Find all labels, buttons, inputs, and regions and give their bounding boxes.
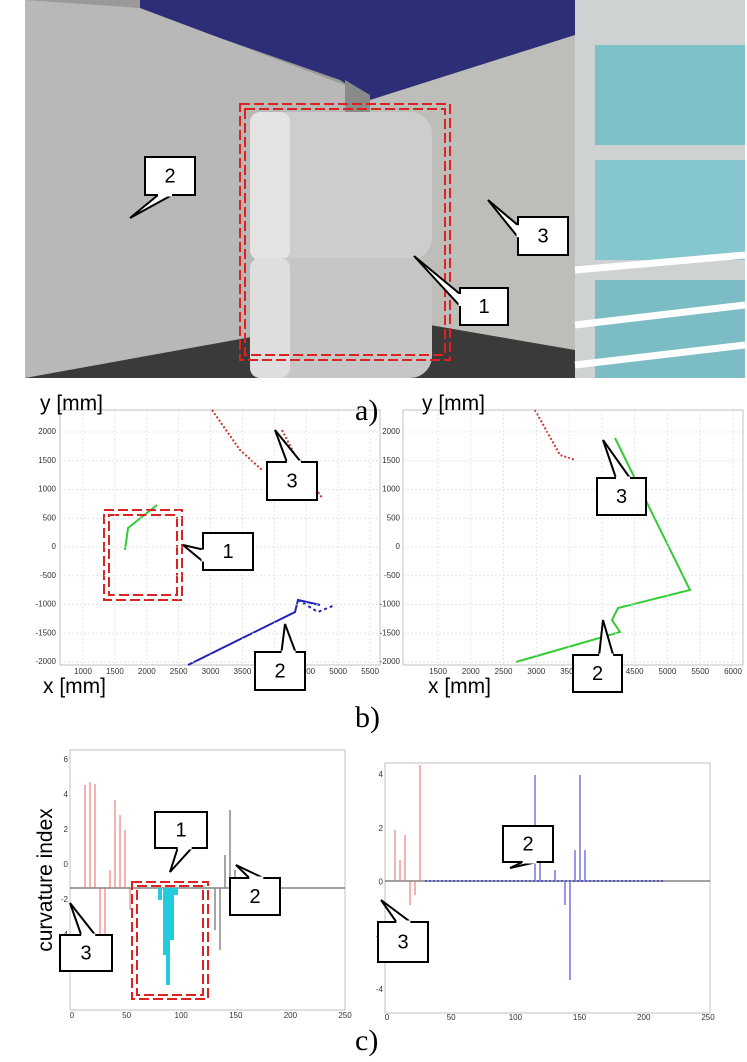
x-tick-label: 200 (637, 1013, 651, 1022)
callout-number: 3 (80, 942, 91, 964)
x-tick-label: 1500 (106, 667, 124, 676)
plot-c-right (385, 763, 710, 1013)
y-tick-label: 0 (396, 542, 401, 551)
y-tick-label: 500 (43, 513, 57, 522)
callout-number: 3 (397, 931, 408, 953)
x-tick-label: 1500 (429, 667, 447, 676)
x-tick-label: 5000 (329, 667, 347, 676)
x-tick-label: 0 (385, 1013, 390, 1022)
y-tick-label: -2 (61, 895, 69, 904)
x-tick-label: 2500 (170, 667, 188, 676)
y-tick-label: 500 (387, 513, 401, 522)
x-tick-label: 1000 (74, 667, 92, 676)
y-tick-label: -500 (384, 571, 401, 580)
scene-image (25, 0, 745, 378)
axis-label: y [mm] (40, 392, 103, 415)
x-tick-label: 200 (284, 1011, 298, 1020)
panel-label: a) (355, 394, 378, 427)
x-tick-label: 3000 (202, 667, 220, 676)
x-tick-label: 0 (70, 1011, 75, 1020)
x-tick-label: 5500 (691, 667, 709, 676)
x-tick-label: 2500 (495, 667, 513, 676)
y-tick-label: 0 (64, 860, 69, 869)
callout-number: 1 (175, 819, 186, 841)
y-tick-label: -4 (376, 985, 384, 994)
x-tick-label: 50 (447, 1013, 456, 1022)
y-tick-label: 1000 (38, 485, 56, 494)
y-tick-label: -2000 (380, 657, 401, 666)
y-tick-label: -1000 (36, 600, 57, 609)
x-tick-label: 100 (175, 1011, 189, 1020)
x-tick-label: 100 (509, 1013, 523, 1022)
y-tick-label: 6 (64, 755, 69, 764)
y-tick-label: 0 (379, 878, 384, 887)
callout-number: 3 (537, 225, 548, 247)
callout-number: 1 (222, 541, 233, 563)
x-tick-label: 2000 (138, 667, 156, 676)
y-tick-label: 1500 (382, 456, 400, 465)
x-tick-label: 250 (701, 1013, 715, 1022)
callout-number: 2 (249, 886, 260, 908)
y-tick-label: -500 (40, 571, 57, 580)
axis-label: curvature index (34, 808, 57, 952)
y-tick-label: 2 (64, 825, 69, 834)
x-tick-label: 4500 (626, 667, 644, 676)
y-tick-label: 2000 (38, 427, 56, 436)
panel-label: b) (355, 701, 380, 734)
callout-number: 2 (164, 165, 175, 187)
axis-label: x [mm] (428, 675, 491, 698)
y-tick-label: -1500 (380, 628, 401, 637)
x-tick-label: 5500 (361, 667, 379, 676)
panel-label: c) (355, 1024, 378, 1057)
callout-number: 2 (522, 833, 533, 855)
x-tick-label: 3000 (527, 667, 545, 676)
x-tick-label: 5000 (659, 667, 677, 676)
y-tick-label: -1000 (380, 600, 401, 609)
callout-number: 2 (274, 660, 285, 682)
callout-number: 3 (616, 486, 627, 508)
axis-label: x [mm] (43, 675, 106, 698)
y-tick-label: 2000 (382, 427, 400, 436)
figure: a) b) c) y [mm] x [mm] y [mm] x [mm] cur… (0, 0, 747, 1062)
y-tick-label: 0 (52, 542, 57, 551)
x-tick-label: 2000 (462, 667, 480, 676)
y-tick-label: -2000 (36, 657, 57, 666)
x-tick-label: 6000 (724, 667, 742, 676)
x-tick-label: 250 (338, 1011, 352, 1020)
x-tick-label: 150 (573, 1013, 587, 1022)
y-tick-label: 4 (64, 790, 69, 799)
y-tick-label: 2 (379, 824, 384, 833)
callout-number: 2 (592, 663, 603, 685)
y-tick-label: -1500 (36, 628, 57, 637)
callout-number: 1 (478, 296, 489, 318)
x-tick-label: 150 (229, 1011, 243, 1020)
y-tick-label: 4 (379, 770, 384, 779)
y-tick-label: 1500 (38, 456, 56, 465)
x-tick-label: 50 (122, 1011, 131, 1020)
axis-label: y [mm] (422, 392, 485, 415)
y-tick-label: 1000 (382, 485, 400, 494)
x-tick-label: 3500 (234, 667, 252, 676)
callout-number: 3 (286, 470, 297, 492)
plot-b-right (403, 410, 743, 665)
